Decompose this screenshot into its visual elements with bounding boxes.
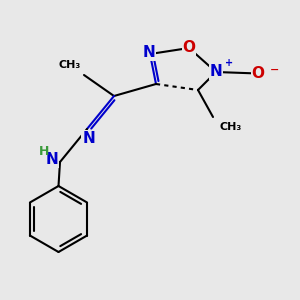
Text: O: O bbox=[182, 40, 196, 56]
Text: N: N bbox=[210, 64, 222, 80]
Text: N: N bbox=[142, 45, 155, 60]
Text: CH₃: CH₃ bbox=[59, 61, 81, 70]
Text: −: − bbox=[270, 65, 279, 75]
Text: N: N bbox=[46, 152, 59, 167]
Text: H: H bbox=[39, 145, 50, 158]
Text: +: + bbox=[225, 58, 234, 68]
Text: O: O bbox=[251, 66, 265, 81]
Text: CH₃: CH₃ bbox=[219, 122, 241, 131]
Text: N: N bbox=[82, 130, 95, 146]
